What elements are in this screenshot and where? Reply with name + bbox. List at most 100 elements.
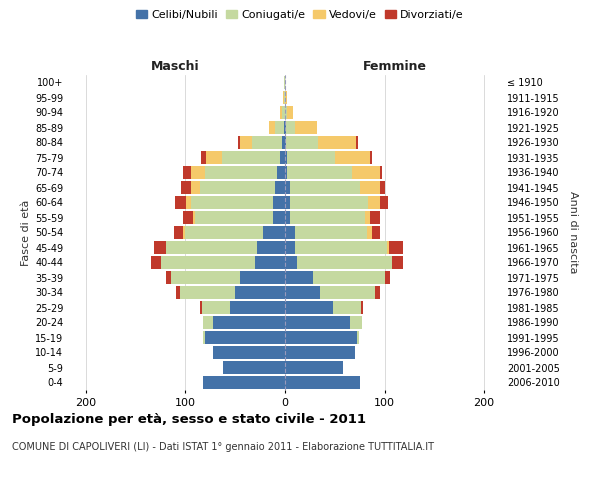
Bar: [200, 302, 285, 314]
Bar: [285, 302, 361, 314]
Bar: [280, 152, 285, 164]
Bar: [166, 272, 285, 283]
Bar: [203, 332, 285, 344]
Bar: [203, 332, 285, 344]
Bar: [223, 362, 285, 374]
Bar: [285, 376, 359, 388]
Bar: [285, 212, 370, 224]
Bar: [203, 376, 285, 388]
Bar: [285, 272, 389, 283]
Y-axis label: Fasce di età: Fasce di età: [20, 200, 31, 266]
Bar: [202, 302, 285, 314]
Bar: [255, 256, 285, 268]
Bar: [257, 242, 285, 254]
Bar: [285, 182, 380, 194]
Bar: [285, 152, 335, 164]
Bar: [181, 286, 285, 298]
Bar: [235, 286, 285, 298]
Bar: [285, 122, 295, 134]
Bar: [285, 316, 362, 328]
Bar: [283, 92, 285, 104]
Bar: [285, 332, 359, 344]
Text: Maschi: Maschi: [151, 60, 200, 72]
Bar: [222, 152, 285, 164]
Bar: [263, 226, 285, 238]
Bar: [203, 376, 285, 388]
Bar: [214, 346, 285, 358]
Bar: [285, 152, 287, 164]
Bar: [240, 272, 285, 283]
Bar: [285, 286, 320, 298]
Bar: [200, 182, 285, 194]
Bar: [285, 376, 359, 388]
Bar: [173, 226, 285, 238]
Bar: [285, 92, 287, 104]
Bar: [280, 106, 285, 118]
Bar: [203, 316, 285, 328]
Bar: [166, 242, 285, 254]
Bar: [203, 376, 285, 388]
Bar: [285, 212, 365, 224]
Bar: [238, 136, 285, 148]
Text: COMUNE DI CAPOLIVERI (LI) - Dati ISTAT 1° gennaio 2011 - Elaborazione TUTTITALIA: COMUNE DI CAPOLIVERI (LI) - Dati ISTAT 1…: [12, 442, 434, 452]
Bar: [285, 242, 386, 254]
Bar: [285, 316, 350, 328]
Bar: [285, 362, 343, 374]
Bar: [285, 122, 317, 134]
Bar: [203, 316, 285, 328]
Bar: [151, 256, 285, 268]
Bar: [252, 136, 285, 148]
Bar: [191, 182, 285, 194]
Bar: [202, 302, 285, 314]
Bar: [285, 256, 297, 268]
Bar: [285, 182, 385, 194]
Bar: [161, 256, 285, 268]
Bar: [184, 166, 285, 178]
Bar: [285, 332, 356, 344]
Bar: [280, 106, 285, 118]
Bar: [285, 152, 371, 164]
Bar: [273, 196, 285, 208]
Bar: [193, 212, 285, 224]
Bar: [285, 346, 355, 358]
Bar: [285, 302, 362, 314]
Bar: [277, 166, 285, 178]
Bar: [284, 76, 285, 88]
Bar: [203, 332, 285, 344]
Bar: [191, 196, 285, 208]
Bar: [285, 376, 359, 388]
Bar: [269, 122, 285, 134]
Bar: [285, 136, 358, 148]
Bar: [285, 226, 371, 238]
Bar: [214, 346, 285, 358]
Bar: [223, 362, 285, 374]
Bar: [285, 242, 295, 254]
Bar: [285, 136, 318, 148]
Bar: [285, 196, 380, 208]
Bar: [191, 166, 285, 178]
Bar: [275, 122, 285, 134]
Bar: [285, 212, 380, 224]
Bar: [202, 152, 285, 164]
Bar: [285, 286, 374, 298]
Bar: [214, 346, 285, 358]
Bar: [196, 212, 285, 224]
Bar: [285, 332, 359, 344]
Bar: [285, 226, 380, 238]
Bar: [285, 376, 359, 388]
Bar: [176, 286, 285, 298]
Bar: [184, 212, 285, 224]
Bar: [214, 316, 285, 328]
Bar: [187, 196, 285, 208]
Legend: Celibi/Nubili, Coniugati/e, Vedovi/e, Divorziati/e: Celibi/Nubili, Coniugati/e, Vedovi/e, Di…: [132, 6, 468, 25]
Bar: [284, 92, 285, 104]
Bar: [175, 196, 285, 208]
Bar: [166, 242, 285, 254]
Y-axis label: Anni di nascita: Anni di nascita: [568, 191, 578, 274]
Bar: [285, 106, 293, 118]
Bar: [203, 316, 285, 328]
Bar: [285, 316, 362, 328]
Bar: [273, 212, 285, 224]
Bar: [185, 226, 285, 238]
Bar: [285, 272, 385, 283]
